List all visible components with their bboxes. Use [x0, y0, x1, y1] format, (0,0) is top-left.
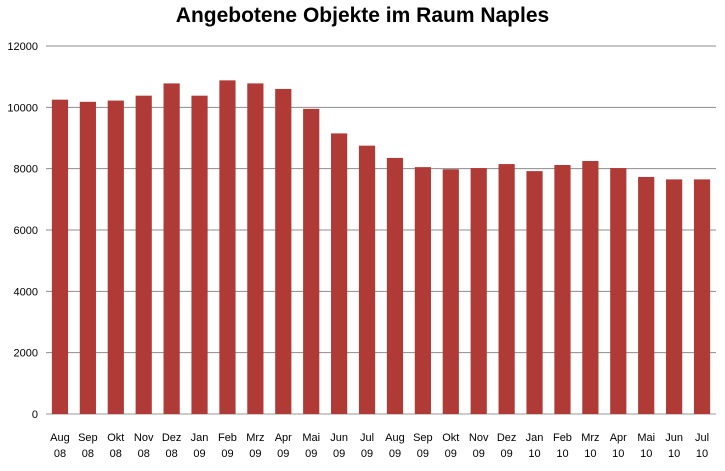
x-tick-label-month: Jan [191, 432, 209, 444]
x-tick-label-month: Mrz [581, 432, 599, 444]
x-tick-label-year: 09 [221, 448, 233, 460]
bar [247, 83, 264, 414]
x-tick-label-month: Feb [553, 432, 572, 444]
x-tick-label-year: 10 [556, 448, 568, 460]
x-tick-label-month: Mai [302, 432, 320, 444]
x-tick-label-year: 10 [696, 448, 708, 460]
x-tick-label-month: Mrz [246, 432, 264, 444]
x-tick-label-month: Apr [610, 432, 627, 444]
x-tick-label-year: 09 [501, 448, 513, 460]
x-tick-label-year: 09 [249, 448, 261, 460]
bar [358, 145, 376, 414]
x-tick-label-year: 10 [668, 448, 680, 460]
bar [582, 161, 599, 414]
bar [331, 133, 348, 414]
x-tick-label-month: Nov [469, 432, 489, 444]
x-tick-label-year: 10 [640, 448, 652, 460]
y-tick-label: 4000 [14, 286, 38, 298]
x-tick-label-year: 09 [473, 448, 485, 460]
x-tick-label-month: Sep [78, 432, 98, 444]
bar [414, 167, 431, 414]
x-tick-label-month: Okt [107, 432, 124, 444]
bar [610, 168, 627, 414]
bar [303, 108, 320, 414]
x-tick-label-month: Aug [50, 432, 70, 444]
y-tick-label: 6000 [14, 225, 38, 237]
bar [135, 95, 152, 415]
x-tick-label-year: 10 [612, 448, 624, 460]
y-tick-label: 12000 [7, 41, 38, 53]
bar [107, 100, 124, 414]
x-tick-label-year: 09 [193, 448, 205, 460]
x-tick-label-year: 09 [389, 448, 401, 460]
bar [163, 83, 180, 414]
bar [666, 179, 683, 414]
x-tick-label-month: Jul [360, 432, 374, 444]
x-tick-label-month: Nov [134, 432, 154, 444]
bar [693, 179, 711, 414]
bar [526, 171, 543, 414]
x-tick-label-year: 08 [54, 448, 66, 460]
x-tick-label-year: 08 [110, 448, 122, 460]
x-tick-label-year: 09 [445, 448, 457, 460]
y-tick-label: 0 [32, 409, 38, 421]
bar [554, 164, 571, 414]
grid-lines [46, 45, 716, 415]
x-tick-label-year: 10 [528, 448, 540, 460]
x-tick-label-month: Feb [218, 432, 237, 444]
bar [219, 80, 236, 414]
x-axis-ticks: Aug 08 Sep 08 Okt 08 Nov 08 Dez 08 Jan 09 Feb 09 Mrz 09… [50, 432, 709, 460]
x-tick-label-year: 09 [277, 448, 289, 460]
bar [51, 99, 69, 415]
x-tick-label-month: Okt [442, 432, 459, 444]
x-tick-label-month: Jun [330, 432, 348, 444]
x-tick-label-month: Apr [275, 432, 292, 444]
x-tick-label-year: 09 [361, 448, 373, 460]
x-tick-label-month: Jul [695, 432, 709, 444]
bar [79, 101, 96, 415]
bar [498, 164, 515, 414]
bar [275, 88, 292, 414]
y-tick-label: 10000 [7, 102, 38, 114]
y-tick-label: 2000 [14, 348, 38, 360]
chart-title: Angebotene Objekte im Raum Naples [175, 4, 550, 27]
x-tick-label-month: Jan [526, 432, 544, 444]
y-axis-ticks: 0 2000 4000 6000 8000 10000 12000 [7, 41, 38, 421]
bar [470, 168, 487, 414]
bar [191, 95, 208, 415]
x-tick-label-year: 08 [138, 448, 150, 460]
y-tick-label: 8000 [14, 164, 38, 176]
bar [638, 176, 655, 414]
x-tick-label-year: 09 [333, 448, 345, 460]
x-tick-label-year: 10 [584, 448, 596, 460]
bar [442, 169, 459, 414]
x-tick-label-month: Aug [385, 432, 405, 444]
x-tick-label-year: 08 [82, 448, 94, 460]
x-tick-label-month: Dez [497, 432, 517, 444]
x-tick-label-year: 08 [166, 448, 178, 460]
x-tick-label-month: Sep [413, 432, 433, 444]
x-tick-label-month: Dez [162, 432, 182, 444]
x-tick-label-year: 09 [417, 448, 429, 460]
x-tick-label-month: Jun [665, 432, 683, 444]
bars [51, 80, 711, 415]
bar [386, 157, 404, 414]
x-tick-label-year: 09 [305, 448, 317, 460]
x-tick-label-month: Mai [637, 432, 655, 444]
